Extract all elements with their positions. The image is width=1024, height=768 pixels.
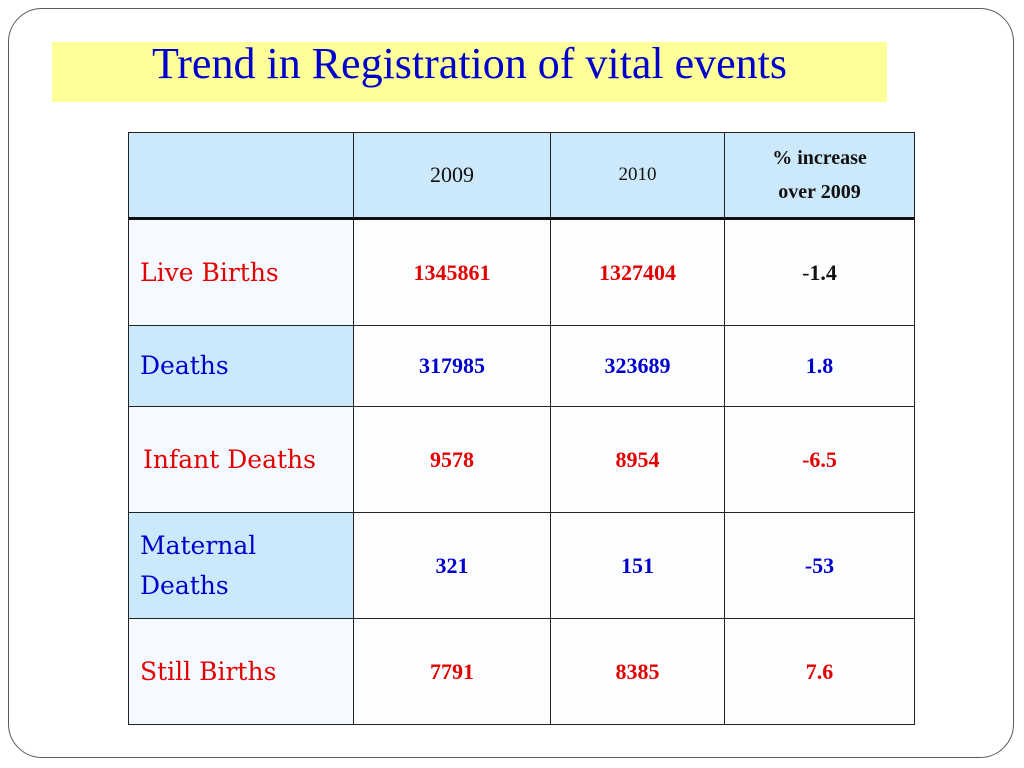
title-highlight-band [52, 42, 887, 102]
header-percent-increase: % increase over 2009 [724, 132, 915, 220]
cell-infant-deaths-2009: 9578 [353, 406, 551, 513]
pct-value: 1.4 [809, 259, 837, 285]
row-label-deaths: Deaths [128, 325, 354, 407]
row-label-still-births: Still Births [128, 618, 354, 725]
cell-live-births-2009: 1345861 [353, 218, 551, 326]
cell-still-births-pct: 7.6 [724, 618, 915, 725]
row-label-live-births: Live Births [128, 218, 354, 326]
cell-still-births-2010: 8385 [550, 618, 725, 725]
pct-sign: - [802, 259, 810, 285]
cell-maternal-deaths-2010: 151 [550, 512, 725, 619]
header-corner-cell [128, 132, 354, 220]
row-label-maternal-line2: Deaths [140, 570, 229, 600]
header-2009: 2009 [353, 132, 551, 220]
cell-maternal-deaths-pct: -53 [724, 512, 915, 619]
row-label-maternal-deaths: Maternal Deaths [128, 512, 354, 619]
cell-infant-deaths-pct: -6.5 [724, 406, 915, 513]
table-row-live-births: Live Births 1345861 1327404 -1.4 [128, 218, 915, 326]
cell-deaths-2010: 323689 [550, 325, 725, 407]
table-row-infant-deaths: Infant Deaths 9578 8954 -6.5 [128, 406, 915, 513]
cell-live-births-2010: 1327404 [550, 218, 725, 326]
vital-events-table: 2009 2010 % increase over 2009 Live Birt… [128, 132, 915, 725]
row-label-maternal-line1: Maternal [140, 530, 257, 560]
cell-deaths-pct: 1.8 [724, 325, 915, 407]
header-percent-line2: over 2009 [778, 181, 861, 203]
cell-live-births-pct: -1.4 [724, 218, 915, 326]
cell-maternal-deaths-2009: 321 [353, 512, 551, 619]
table-row-maternal-deaths: Maternal Deaths 321 151 -53 [128, 512, 915, 619]
cell-infant-deaths-2010: 8954 [550, 406, 725, 513]
table-row-still-births: Still Births 7791 8385 7.6 [128, 618, 915, 725]
slide-title: Trend in Registration of vital events [151, 39, 788, 88]
cell-deaths-2009: 317985 [353, 325, 551, 407]
cell-still-births-2009: 7791 [353, 618, 551, 725]
table-row-deaths: Deaths 317985 323689 1.8 [128, 325, 915, 407]
header-percent-line1: % increase [772, 147, 867, 169]
table-header-row: 2009 2010 % increase over 2009 [128, 132, 915, 220]
header-2010: 2010 [550, 132, 725, 220]
row-label-infant-deaths: Infant Deaths [128, 406, 354, 513]
